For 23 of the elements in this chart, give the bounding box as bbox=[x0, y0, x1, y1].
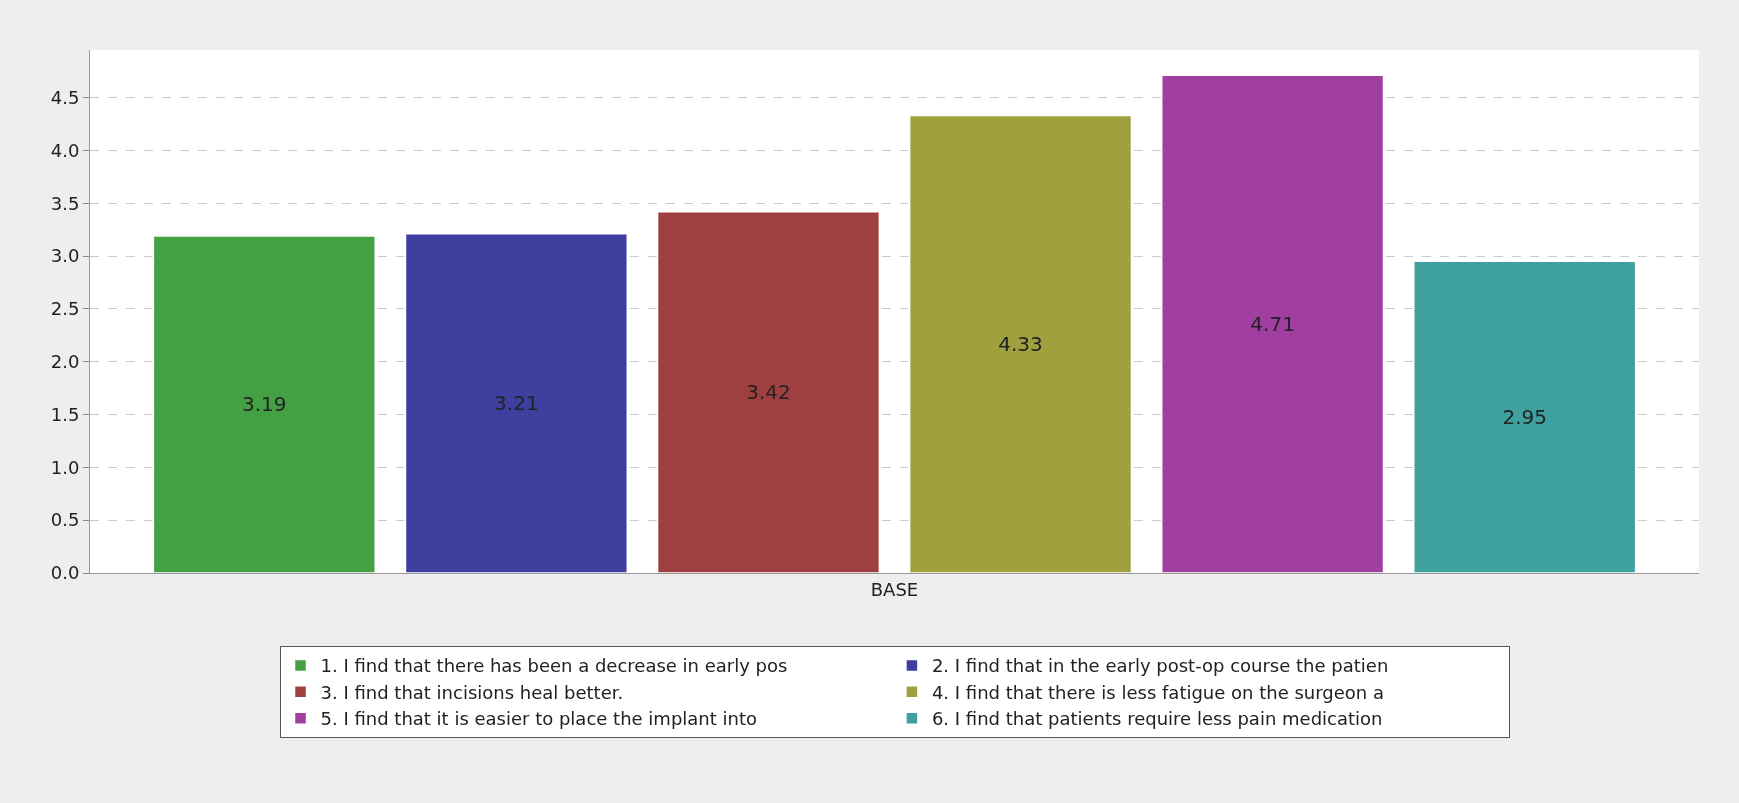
y-tick-label: 0.0 bbox=[50, 562, 80, 584]
y-tick-label: 1.0 bbox=[50, 456, 80, 478]
data-label: 4.33 bbox=[998, 332, 1043, 357]
x-tick-label: BASE bbox=[870, 578, 919, 600]
data-label: 2.95 bbox=[1502, 405, 1547, 430]
legend-label: 6. I find that patients require less pain medication bbox=[931, 708, 1383, 730]
legend-label: 3. I find that incisions heal better. bbox=[320, 681, 624, 703]
y-tick-label: 2.5 bbox=[50, 298, 80, 320]
y-tick-label: 4.5 bbox=[50, 86, 80, 108]
legend-label: 4. I find that there is less fatigue on the surgeon a bbox=[931, 681, 1385, 703]
legend-label: 2. I find that in the early post-op course the patien bbox=[931, 655, 1389, 677]
legend-label: 5. I find that it is easier to place the implant into bbox=[320, 708, 758, 730]
y-tick-label: 3.5 bbox=[50, 192, 80, 214]
y-tick-label: 1.5 bbox=[50, 403, 80, 425]
y-tick-label: 0.5 bbox=[50, 509, 80, 531]
y-tick-label: 2.0 bbox=[50, 350, 80, 372]
y-tick-label: 3.0 bbox=[50, 245, 80, 267]
data-label: 3.21 bbox=[494, 391, 539, 416]
data-label: 4.71 bbox=[1250, 312, 1295, 337]
data-label: 3.19 bbox=[242, 392, 287, 417]
legend-label: 1. I find that there has been a decrease in early pos bbox=[320, 655, 788, 677]
y-tick-label: 4.0 bbox=[50, 139, 80, 161]
data-label: 3.42 bbox=[746, 380, 791, 405]
